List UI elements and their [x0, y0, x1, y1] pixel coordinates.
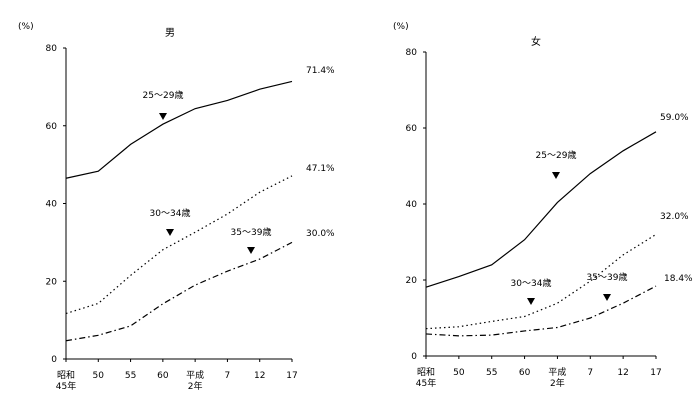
x-tick-label: 7	[587, 368, 593, 378]
x-tick-label: 17	[650, 368, 661, 378]
annotation-marker-triangle	[247, 247, 255, 254]
x-tick-label: 45年	[416, 377, 436, 389]
y-tick-label: 0	[411, 352, 417, 362]
x-tick-label: 45年	[56, 380, 76, 392]
chart-title: 男	[165, 27, 175, 39]
y-tick-label: 0	[51, 355, 57, 365]
series-end-value-label: 47.1%	[306, 164, 335, 174]
series-line-3	[425, 285, 657, 337]
annotation-marker-triangle	[527, 298, 535, 305]
x-tick-label: 7	[225, 371, 231, 381]
series-name-annotation: 30～34歳	[150, 207, 191, 219]
x-tick-label: 17	[286, 371, 297, 381]
y-axis-unit-label: (%)	[393, 22, 409, 32]
series-end-value-label: 30.0%	[306, 229, 335, 239]
x-tick-label: 昭和	[417, 367, 435, 378]
y-tick-label: 40	[46, 200, 58, 210]
annotation-marker-triangle	[166, 229, 174, 236]
series-end-value-label: 71.4%	[306, 66, 335, 76]
series-line-2	[65, 175, 293, 315]
series-name-annotation: 25～29歳	[143, 89, 184, 101]
series-name-annotation: 30～34歳	[511, 277, 552, 289]
annotation-marker-triangle	[159, 113, 167, 120]
series-line-2	[425, 233, 657, 330]
x-tick-label: 55	[125, 371, 136, 381]
x-tick-label: 12	[617, 368, 628, 378]
series-name-annotation: 25～29歳	[536, 149, 577, 161]
series-name-annotation: 35～39歳	[231, 226, 272, 238]
y-tick-label: 40	[406, 200, 418, 210]
series-end-value-label: 18.4%	[664, 274, 693, 284]
y-tick-label: 80	[406, 48, 418, 58]
annotation-marker-triangle	[603, 294, 611, 301]
x-tick-label: 12	[254, 371, 265, 381]
x-tick-label: 55	[486, 368, 497, 378]
series-line-3	[65, 241, 293, 342]
x-tick-label: 2年	[550, 377, 565, 389]
y-tick-label: 60	[46, 122, 58, 132]
x-tick-label: 60	[519, 368, 531, 378]
x-tick-label: 50	[93, 371, 105, 381]
series-line-1	[65, 80, 293, 179]
y-axis-unit-label: (%)	[18, 22, 34, 32]
y-tick-label: 80	[46, 44, 58, 54]
x-tick-label: 2年	[188, 380, 203, 392]
x-tick-label: 50	[453, 368, 465, 378]
series-end-value-label: 59.0%	[660, 113, 689, 123]
x-tick-label: 平成	[548, 366, 566, 378]
series-name-annotation: 35～39歳	[587, 271, 628, 283]
x-tick-label: 昭和	[57, 370, 75, 381]
y-tick-label: 20	[406, 276, 418, 286]
annotation-marker-triangle	[552, 172, 560, 179]
chart-title: 女	[531, 35, 541, 48]
x-tick-label: 60	[157, 371, 169, 381]
series-line-1	[425, 131, 657, 288]
x-tick-label: 平成	[186, 369, 204, 381]
series-end-value-label: 32.0%	[660, 212, 689, 222]
y-tick-label: 20	[46, 277, 58, 287]
y-tick-label: 60	[406, 124, 418, 134]
